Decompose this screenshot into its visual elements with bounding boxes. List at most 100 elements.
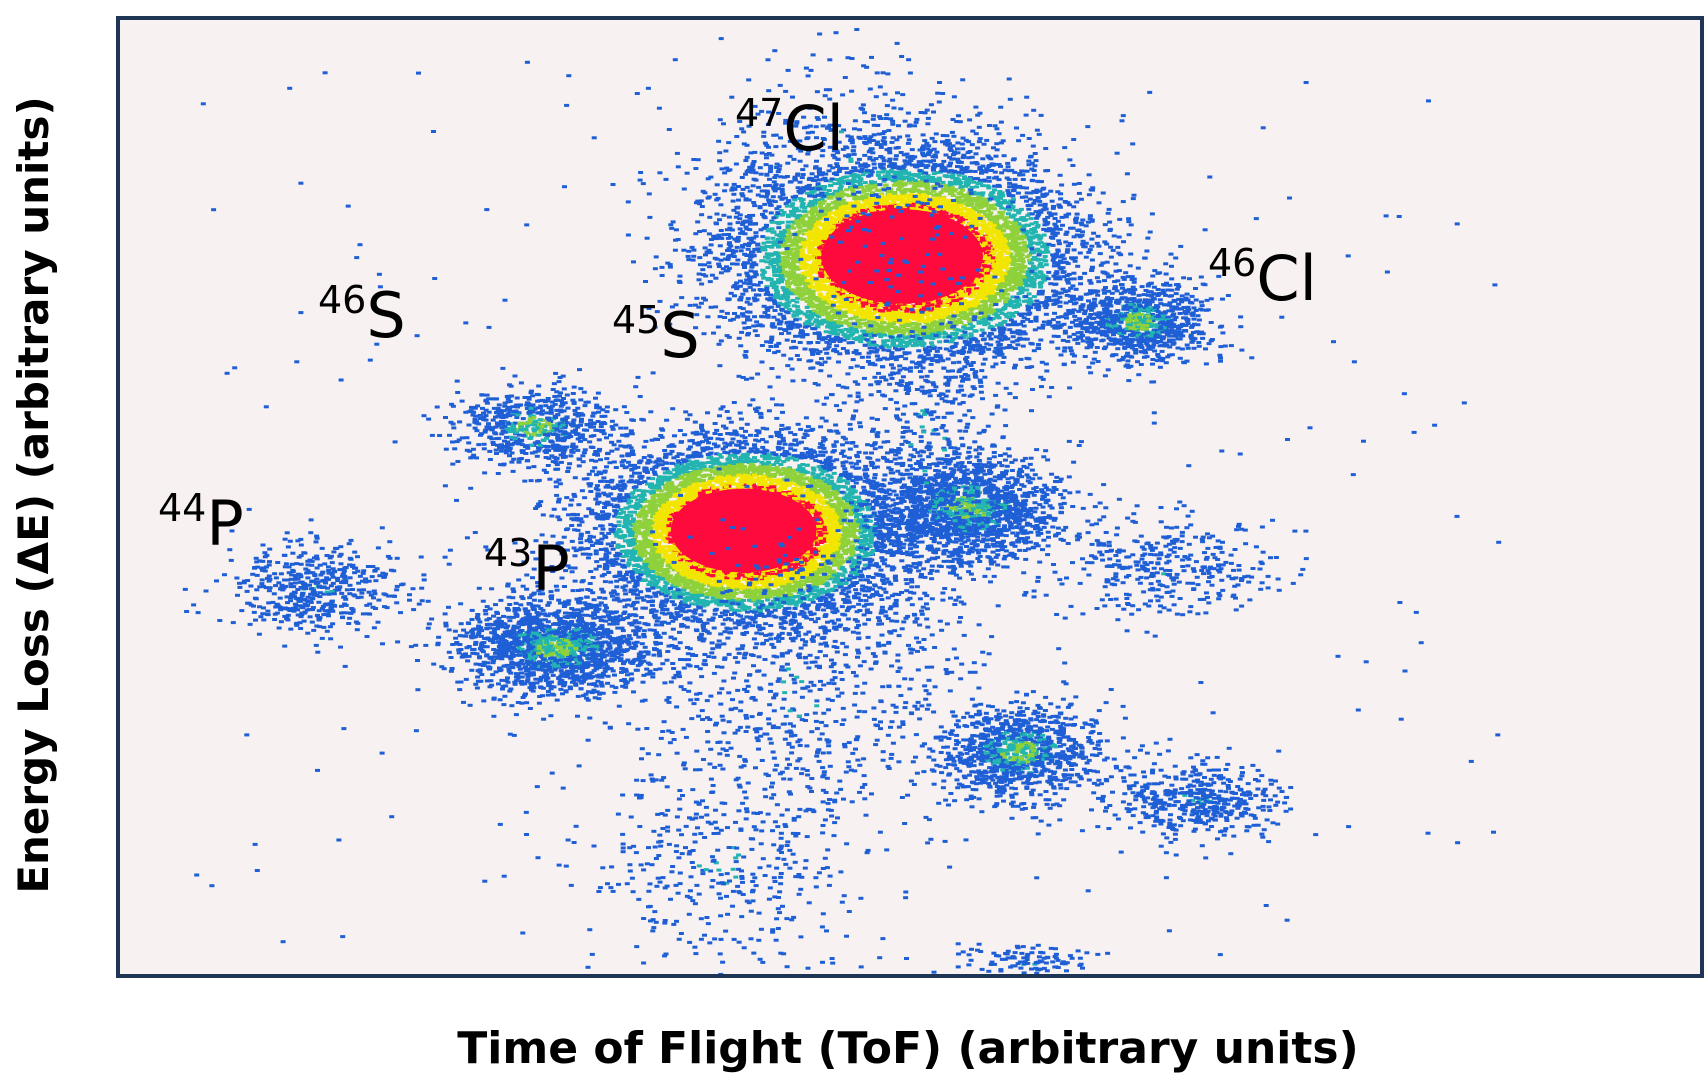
count-point: [643, 280, 648, 283]
count-point: [790, 298, 796, 302]
count-point: [1058, 323, 1064, 327]
count-point: [1000, 361, 1006, 364]
count-point: [1021, 324, 1027, 328]
count-point: [762, 202, 768, 206]
count-point: [735, 239, 741, 242]
count-point: [776, 341, 782, 345]
count-point: [1044, 369, 1050, 373]
count-point: [1031, 108, 1037, 112]
count-point: [758, 280, 763, 284]
count-point: [883, 117, 889, 120]
count-point: [716, 233, 722, 237]
count-point: [744, 261, 750, 265]
count-point: [893, 154, 899, 158]
count-point: [893, 181, 899, 185]
count-point: [956, 179, 962, 183]
count-point: [1009, 168, 1015, 172]
count-point: [884, 104, 890, 108]
count-point: [1096, 201, 1102, 205]
count-point: [993, 362, 999, 366]
count-point: [797, 197, 803, 200]
count-point: [929, 341, 934, 345]
count-point: [855, 320, 861, 324]
count-point: [767, 200, 772, 204]
count-point: [1089, 308, 1095, 312]
count-point: [986, 347, 992, 351]
count-point: [695, 199, 701, 203]
count-point: [931, 324, 937, 328]
count-point: [1061, 349, 1067, 353]
count-point: [825, 324, 831, 328]
count-point: [808, 200, 814, 204]
count-point: [1032, 173, 1037, 177]
count-point: [1004, 303, 1009, 307]
count-point: [763, 184, 768, 188]
count-point: [772, 270, 777, 274]
count-point: [952, 375, 958, 379]
count-point: [913, 120, 919, 124]
count-point: [934, 150, 940, 154]
count-point: [1050, 258, 1056, 262]
count-point: [1032, 164, 1038, 168]
count-point: [756, 249, 762, 253]
count-point: [737, 306, 743, 309]
count-point: [1126, 220, 1132, 224]
count-point: [815, 341, 821, 344]
count-point: [875, 173, 881, 177]
count-point: [988, 304, 994, 308]
count-point: [916, 349, 922, 353]
count-point: [772, 300, 777, 304]
count-point: [757, 166, 763, 170]
count-point: [1013, 311, 1019, 314]
count-point: [779, 190, 785, 194]
count-point: [771, 298, 777, 302]
count-point: [766, 348, 771, 352]
count-point: [861, 64, 867, 68]
count-point: [1083, 255, 1089, 259]
count-point: [923, 165, 929, 169]
count-point: [1064, 250, 1070, 254]
count-point: [733, 249, 739, 253]
count-point: [765, 256, 771, 260]
count-point: [1055, 264, 1061, 267]
count-point: [966, 317, 972, 321]
count-point: [973, 132, 979, 136]
count-point: [746, 244, 751, 248]
count-point: [763, 153, 769, 156]
count-point: [978, 380, 984, 384]
count-point: [959, 375, 965, 379]
count-point: [1036, 326, 1042, 330]
count-point: [824, 340, 830, 344]
count-point: [744, 227, 750, 231]
count-point: [978, 232, 984, 236]
count-point: [776, 167, 782, 171]
count-point: [722, 316, 728, 319]
count-point: [827, 164, 833, 168]
count-point: [715, 325, 721, 329]
count-point: [994, 127, 1000, 131]
count-point: [1001, 201, 1007, 205]
count-point: [1065, 339, 1071, 343]
count-point: [981, 345, 987, 349]
count-point: [895, 194, 901, 198]
count-point: [699, 213, 705, 217]
count-point: [925, 164, 931, 168]
count-point: [668, 223, 674, 227]
count-point: [1039, 385, 1044, 389]
count-point: [809, 244, 815, 247]
count-point: [1100, 261, 1106, 265]
count-point: [872, 185, 878, 189]
count-point: [1018, 357, 1024, 361]
count-point: [836, 140, 842, 144]
count-point: [740, 230, 745, 234]
count-point: [866, 360, 871, 363]
count-point: [1142, 256, 1148, 260]
count-point: [795, 308, 801, 312]
count-point: [1038, 285, 1044, 289]
count-point: [919, 341, 925, 345]
count-point: [657, 171, 663, 175]
count-point: [808, 241, 814, 245]
count-point: [1015, 191, 1021, 195]
count-point: [724, 311, 730, 315]
count-point: [751, 324, 757, 328]
